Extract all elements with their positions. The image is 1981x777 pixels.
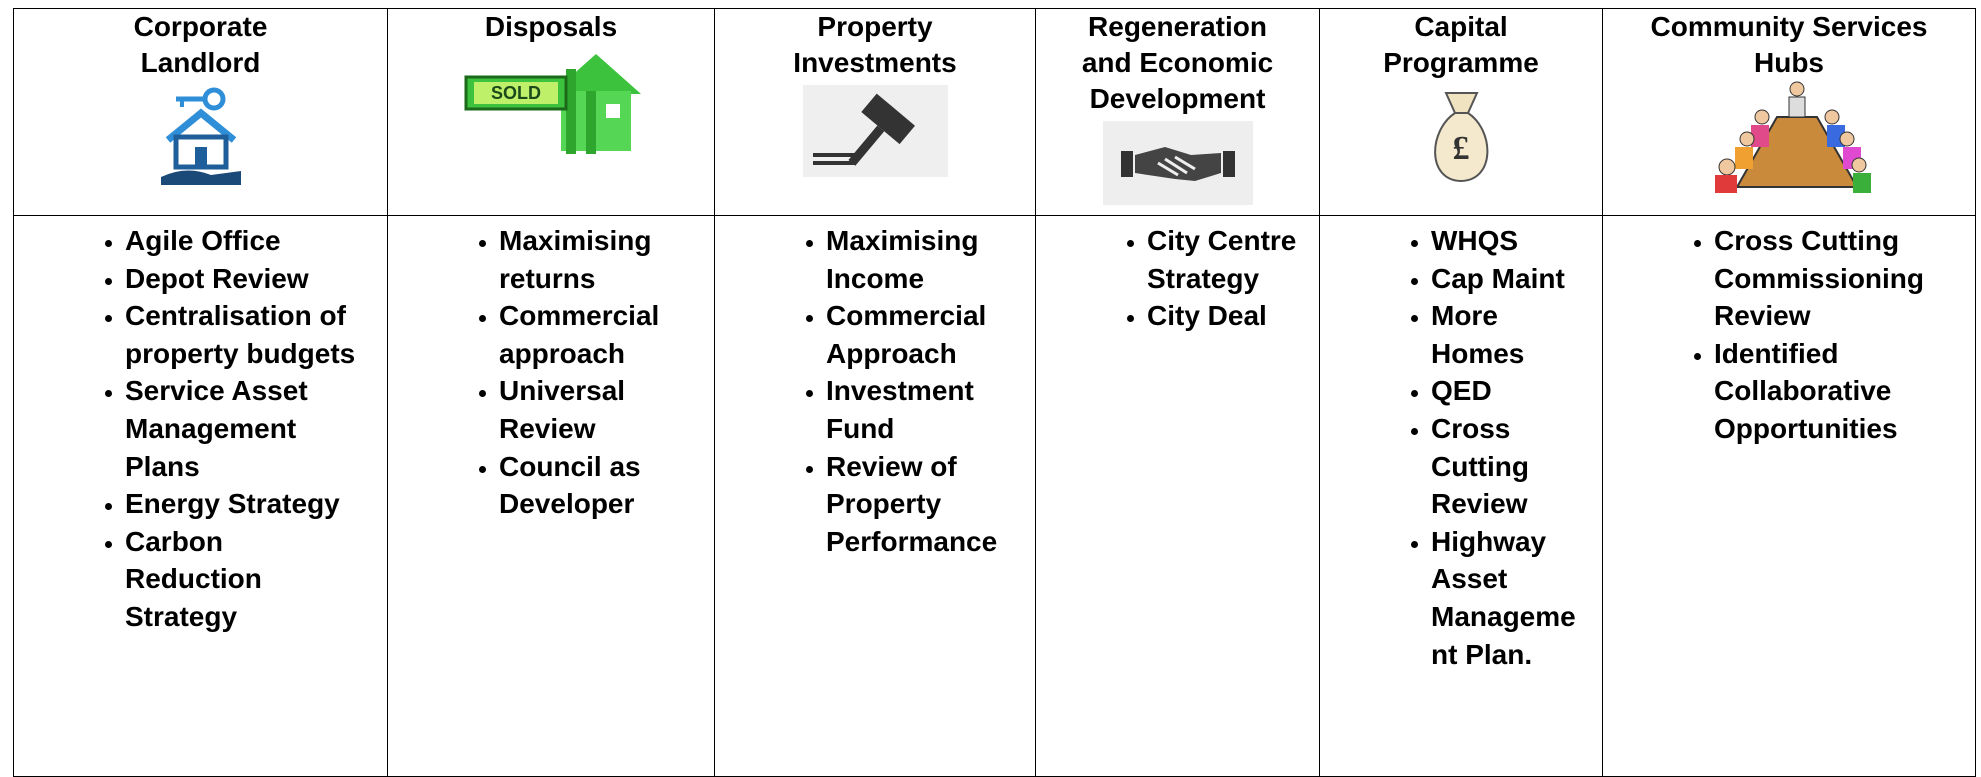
- list-item: Energy Strategy: [125, 485, 367, 523]
- item-cell: Maximising IncomeCommercial ApproachInve…: [714, 215, 1036, 777]
- item-list: Cross Cutting Commissioning ReviewIdenti…: [1603, 222, 1975, 448]
- list-item: Depot Review: [125, 260, 367, 298]
- list-item: Cap Maint: [1431, 260, 1582, 298]
- bag-symbol: £: [1452, 130, 1469, 167]
- sign-text: SOLD: [491, 83, 541, 103]
- gavel-icon: [802, 85, 948, 177]
- list-item: Maximising Income: [826, 222, 1015, 297]
- column-title: Development: [1089, 83, 1266, 114]
- list-item: Highway Asset Management Plan.: [1431, 523, 1582, 673]
- list-item: Centralisation of property budgets: [125, 297, 367, 372]
- item-cell: Cross Cutting Commissioning ReviewIdenti…: [1602, 215, 1976, 777]
- column-title: Programme: [1383, 47, 1539, 78]
- list-item: Maximising returns: [499, 222, 694, 297]
- list-item: QED: [1431, 372, 1582, 410]
- item-cell: Agile OfficeDepot ReviewCentralisation o…: [13, 215, 388, 777]
- column-title: Landlord: [140, 47, 261, 78]
- list-item: Universal Review: [499, 372, 694, 447]
- column-title: Hubs: [1754, 47, 1824, 78]
- item-cell: Maximising returnsCommercial approachUni…: [387, 215, 715, 777]
- workstream-table: Corporate Landlord Disposals SOLD Proper…: [13, 8, 1976, 777]
- item-list: Maximising IncomeCommercial ApproachInve…: [715, 222, 1035, 560]
- column-title: Community Services: [1650, 11, 1928, 42]
- list-item: City Centre Strategy: [1147, 222, 1299, 297]
- column-title: Corporate: [133, 11, 268, 42]
- list-item: Investment Fund: [826, 372, 1015, 447]
- page: Property Workstreams {"columns":[ {"titl…: [0, 0, 1981, 761]
- column-title: Investments: [793, 47, 957, 78]
- list-item: Carbon Reduction Strategy: [125, 523, 367, 636]
- item-cell: City Centre StrategyCity Deal: [1035, 215, 1320, 777]
- item-list: WHQSCap MaintMore HomesQEDCross Cutting …: [1320, 222, 1602, 673]
- column-title: Property: [817, 11, 933, 42]
- body: Corporate Landlord Disposals SOLD Proper…: [0, 0, 1981, 761]
- column-title: Capital: [1414, 11, 1508, 42]
- list-item: Cross Cutting Review: [1431, 410, 1582, 523]
- column-title: Regeneration: [1088, 11, 1267, 42]
- header-row: Corporate Landlord Disposals SOLD Proper…: [13, 8, 1976, 216]
- column-title: Disposals: [484, 11, 618, 42]
- list-item: Agile Office: [125, 222, 367, 260]
- item-list: Agile OfficeDepot ReviewCentralisation o…: [14, 222, 387, 636]
- money-bag-icon: £: [1433, 92, 1488, 183]
- item-list: City Centre StrategyCity Deal: [1036, 222, 1319, 335]
- item-cell: WHQSCap MaintMore HomesQEDCross Cutting …: [1319, 215, 1603, 777]
- item-row: Agile OfficeDepot ReviewCentralisation o…: [13, 215, 1976, 777]
- header-cell: Disposals SOLD: [387, 8, 715, 216]
- list-item: Identified Collaborative Opportunities: [1714, 335, 1955, 448]
- list-item: Review of Property Performance: [826, 448, 1015, 561]
- header-cell: Capital Programme £: [1319, 8, 1603, 216]
- handshake-icon: [1102, 121, 1253, 205]
- header-cell: Property Investments: [714, 8, 1036, 216]
- header-cell: Community Services Hubs: [1602, 8, 1976, 216]
- list-item: City Deal: [1147, 297, 1299, 335]
- list-item: Service Asset Management Plans: [125, 372, 367, 485]
- meeting-icon: [1714, 81, 1871, 193]
- header-cell: Corporate Landlord: [13, 8, 388, 216]
- landlord-icon: [160, 87, 241, 185]
- header-cell: Regeneration and Economic Development: [1035, 8, 1320, 216]
- list-item: WHQS: [1431, 222, 1582, 260]
- list-item: More Homes: [1431, 297, 1582, 372]
- list-item: Commercial approach: [499, 297, 694, 372]
- column-title: and Economic: [1081, 47, 1274, 78]
- list-item: Council as Developer: [499, 448, 694, 523]
- list-item: Cross Cutting Commissioning Review: [1714, 222, 1955, 335]
- item-list: Maximising returnsCommercial approachUni…: [388, 222, 714, 523]
- list-item: Commercial Approach: [826, 297, 1015, 372]
- sold-icon: SOLD: [464, 54, 641, 154]
